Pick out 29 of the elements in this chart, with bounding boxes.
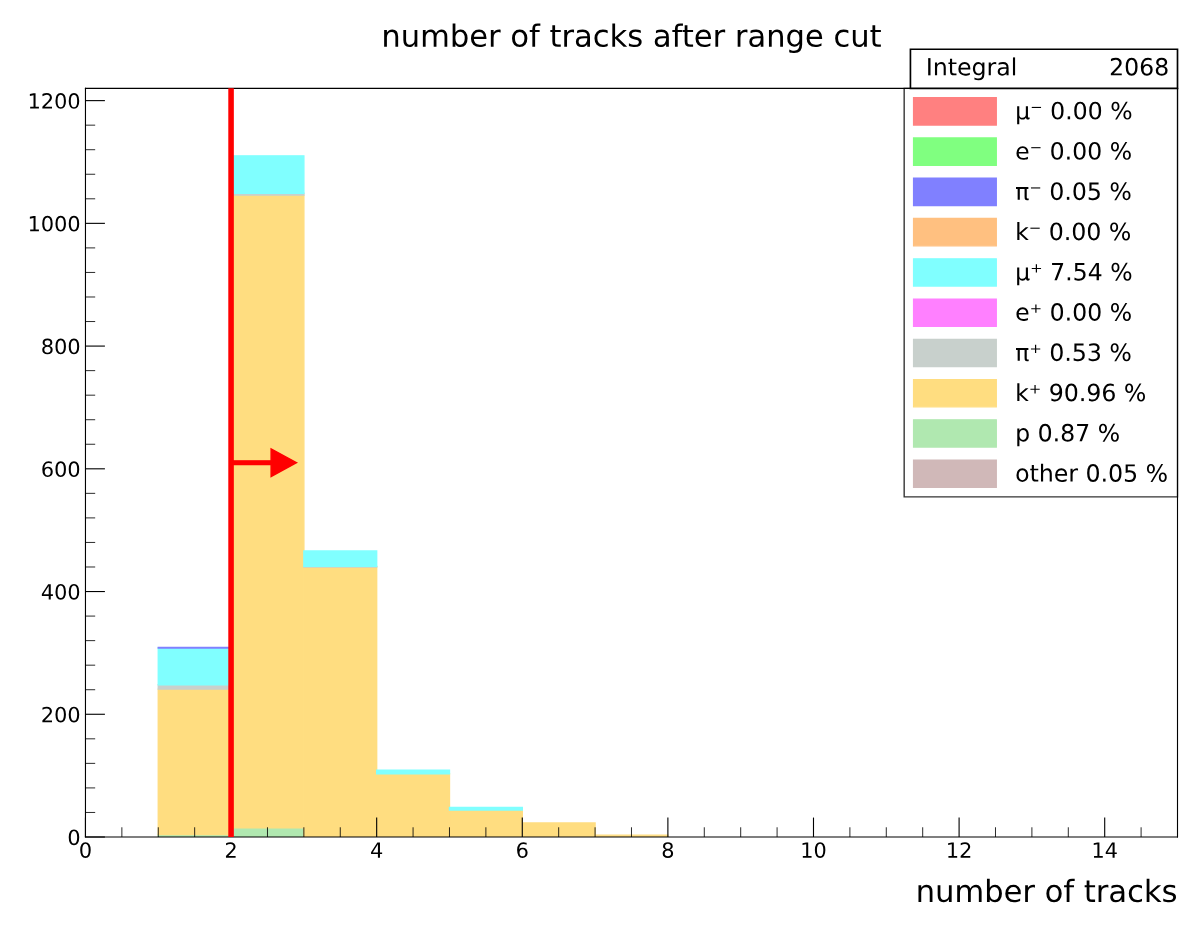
y-tick-label: 400 <box>41 583 80 600</box>
legend-label: p 0.87 % <box>1017 423 1119 447</box>
legend-label: other 0.05 % <box>1016 463 1167 482</box>
y-tick-label: 1000 <box>29 215 80 232</box>
x-tick-label: 2 <box>225 842 236 858</box>
legend-label: μ⁻ 0.00 % <box>1017 101 1132 125</box>
x-axis-title: number of tracks <box>918 878 1177 903</box>
x-tick-label: 14 <box>1093 842 1117 858</box>
x-tick-label: 0 <box>80 842 91 858</box>
y-tick-label: 600 <box>42 461 80 478</box>
legend-label: μ⁺ 7.54 % <box>1017 262 1132 286</box>
x-tick-label: 12 <box>948 842 971 858</box>
y-tick-label: 200 <box>42 706 80 723</box>
text: Integral <box>928 57 1016 81</box>
x-tick-label: 8 <box>662 842 674 858</box>
legend-label: e⁻ 0.00 % <box>1016 142 1131 160</box>
y-tick-label: 0 <box>68 829 80 846</box>
legend-label: π⁻ 0.05 % <box>1016 182 1131 201</box>
legend-label: k⁺ 90.96 % <box>1017 383 1146 402</box>
legend-label: e⁺ 0.00 % <box>1016 303 1131 321</box>
x-tick-label: 6 <box>517 842 528 858</box>
text: 2068 <box>1110 57 1168 76</box>
chart-title: number of tracks after range cut <box>384 23 881 54</box>
legend-label: π⁺ 0.53 % <box>1016 343 1131 362</box>
x-tick-label: 4 <box>371 842 383 858</box>
x-tick-label: 10 <box>802 842 826 858</box>
y-tick-label: 800 <box>42 338 80 355</box>
y-tick-label: 1200 <box>29 93 80 109</box>
legend-label: k⁻ 0.00 % <box>1017 222 1130 241</box>
